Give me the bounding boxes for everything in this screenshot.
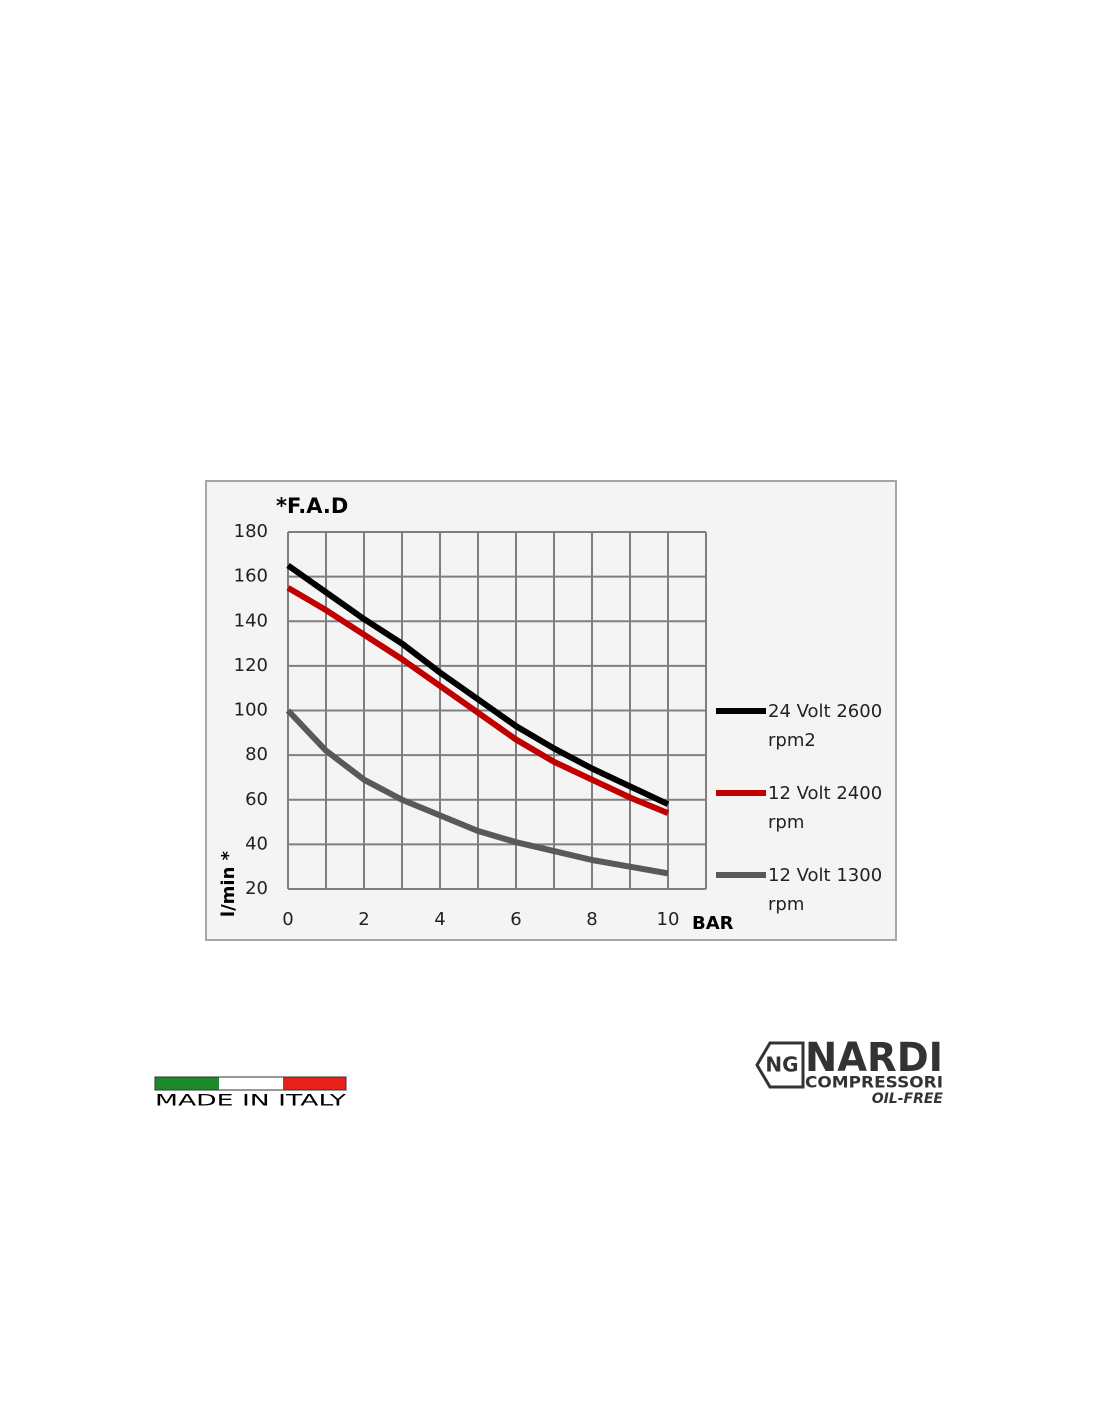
series-line	[286, 563, 670, 807]
flag-red	[283, 1077, 346, 1090]
x-axis-label: BAR	[692, 913, 734, 934]
y-tick-label: 160	[234, 566, 268, 587]
y-tick-label: 120	[234, 655, 268, 676]
y-tick-label: 180	[234, 521, 268, 542]
x-tick-label: 0	[282, 909, 293, 930]
y-tick-label: 60	[245, 789, 268, 810]
series-line	[286, 585, 670, 816]
flag-white	[219, 1077, 283, 1090]
logo-tag: OIL-FREE	[872, 1091, 944, 1107]
chart-title: *F.A.D	[276, 494, 348, 518]
made-in-text: MADE IN ITALY	[155, 1091, 346, 1110]
legend-label: 12 Volt 1300 rpm	[768, 865, 883, 915]
x-tick-label: 8	[586, 909, 597, 930]
x-tick-label: 4	[434, 909, 445, 930]
nardi-logo: NG NARDI COMPRESSORI OIL-FREE	[755, 1035, 944, 1107]
legend-label: 24 Volt 2600 rpm2	[768, 701, 883, 751]
x-tick-label: 10	[657, 909, 680, 930]
flag-green	[155, 1077, 219, 1090]
logo-badge	[755, 1041, 805, 1089]
legend-swatch	[716, 790, 766, 796]
made-in-italy: MADE IN ITALY	[154, 1076, 347, 1110]
legend-item: 12 Volt 2400 rpm	[716, 779, 896, 861]
legend-item: 24 Volt 2600 rpm2	[716, 697, 896, 779]
logo-mark: NG	[765, 1053, 798, 1077]
legend: 24 Volt 2600 rpm2 12 Volt 2400 rpm 12 Volt…	[716, 697, 896, 943]
y-axis-label: l/min *	[218, 850, 239, 917]
x-tick-label: 2	[358, 909, 369, 930]
y-tick-label: 100	[234, 700, 268, 721]
x-tick-label: 6	[510, 909, 521, 930]
legend-label: 12 Volt 2400 rpm	[768, 783, 883, 833]
legend-swatch	[716, 872, 766, 878]
y-tick-label: 80	[245, 744, 268, 765]
legend-swatch	[716, 708, 766, 714]
logo-brand: NARDI	[805, 1035, 943, 1081]
series-line	[285, 708, 669, 877]
logo-line: COMPRESSORI	[805, 1073, 943, 1092]
y-tick-label: 140	[234, 610, 268, 631]
flag-border	[154, 1076, 347, 1091]
y-tick-label: 40	[245, 833, 268, 854]
y-tick-label: 20	[245, 878, 268, 899]
legend-item: 12 Volt 1300 rpm	[716, 861, 896, 943]
